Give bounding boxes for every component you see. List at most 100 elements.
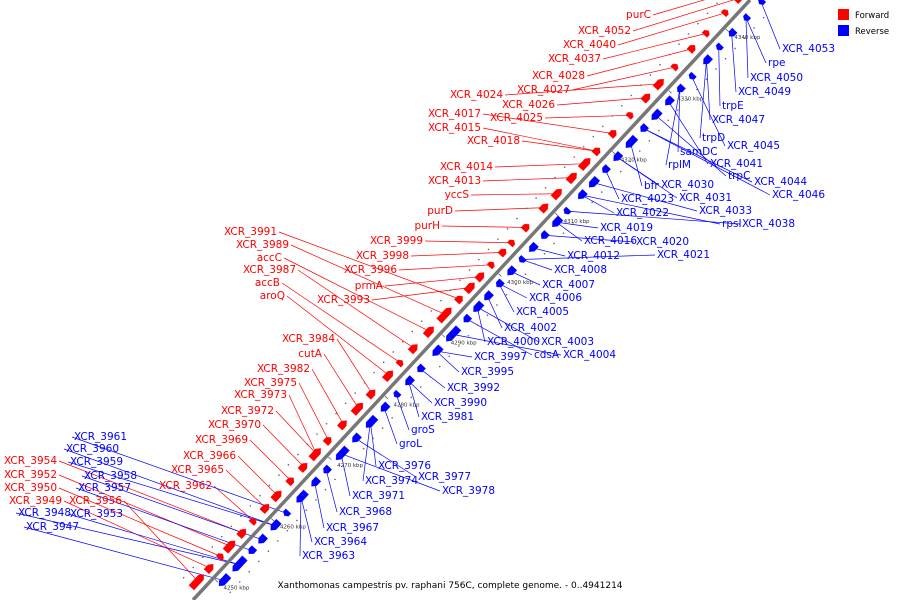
gene-label-xcr-3969[interactable]: XCR_3969 [195,434,248,446]
reverse-gene[interactable] [613,150,624,162]
reverse-gene[interactable] [473,300,485,312]
reverse-gene[interactable] [677,83,686,93]
gene-label-xcr-3976[interactable]: XCR_3976 [378,460,431,472]
gene-label-accc[interactable]: accC [257,252,282,264]
gene-label-xcr-4047[interactable]: XCR_4047 [712,114,765,126]
gene-label-xcr-3954[interactable]: XCR_3954 [4,455,57,467]
gene-label-xcr-4025[interactable]: XCR_4025 [490,112,543,124]
gene-label-xcr-4000[interactable]: XCR_4000 [487,336,540,348]
gene-label-xcr-3956[interactable]: XCR_3956 [69,495,122,507]
gene-label-purc[interactable]: purC [626,9,651,21]
forward-gene[interactable] [686,45,696,54]
gene-label-xcr-3953[interactable]: XCR_3953 [70,508,123,520]
reverse-gene[interactable] [258,533,269,544]
reverse-gene[interactable] [296,489,309,503]
forward-gene[interactable] [285,477,295,487]
reverse-gene[interactable] [552,215,564,227]
gene-label-xcr-4050[interactable]: XCR_4050 [750,72,803,84]
forward-gene[interactable] [188,574,204,591]
forward-gene[interactable] [422,326,434,339]
reverse-gene[interactable] [518,254,527,263]
gene-label-xcr-4004[interactable]: XCR_4004 [563,349,616,361]
gene-label-xcr-4018[interactable]: XCR_4018 [467,135,520,147]
forward-gene[interactable] [322,437,332,446]
gene-label-xcr-4037[interactable]: XCR_4037 [548,53,601,65]
forward-gene[interactable] [215,553,224,561]
gene-label-xcr-3959[interactable]: XCR_3959 [70,456,123,468]
forward-gene[interactable] [577,158,591,172]
forward-gene[interactable] [259,503,270,515]
gene-label-xcr-3964[interactable]: XCR_3964 [314,536,367,548]
gene-label-xcr-3989[interactable]: XCR_3989 [236,239,289,251]
gene-label-xcr-4052[interactable]: XCR_4052 [578,25,631,37]
gene-label-xcr-3998[interactable]: XCR_3998 [356,250,409,262]
gene-label-xcr-4014[interactable]: XCR_4014 [440,161,493,173]
gene-label-xcr-3960[interactable]: XCR_3960 [66,443,119,455]
gene-label-xcr-4022[interactable]: XCR_4022 [616,207,669,219]
gene-label-xcr-3997[interactable]: XCR_3997 [474,351,527,363]
gene-label-xcr-3993[interactable]: XCR_3993 [317,294,370,306]
reverse-gene[interactable] [743,13,752,21]
forward-gene[interactable] [733,0,743,5]
forward-gene[interactable] [336,420,347,431]
gene-label-xcr-3965[interactable]: XCR_3965 [171,464,224,476]
reverse-gene[interactable] [728,27,738,37]
gene-label-cuta[interactable]: cutA [298,348,323,360]
gene-label-xcr-4046[interactable]: XCR_4046 [772,189,825,201]
reverse-gene[interactable] [335,445,350,461]
forward-gene[interactable] [365,389,376,400]
gene-label-xcr-4007[interactable]: XCR_4007 [542,279,595,291]
reverse-gene[interactable] [665,95,675,106]
gene-label-xcr-4040[interactable]: XCR_4040 [563,39,616,51]
reverse-gene[interactable] [688,71,697,80]
gene-label-xcr-3968[interactable]: XCR_3968 [339,506,392,518]
gene-label-xcr-3957[interactable]: XCR_3957 [78,482,131,494]
gene-label-xcr-3975[interactable]: XCR_3975 [244,377,297,389]
forward-gene[interactable] [565,172,577,185]
forward-gene[interactable] [436,307,452,324]
gene-label-xcr-4005[interactable]: XCR_4005 [516,306,569,318]
reverse-gene[interactable] [715,42,724,51]
reverse-gene[interactable] [640,123,650,132]
gene-label-xcr-3970[interactable]: XCR_3970 [208,419,261,431]
gene-label-xcr-3952[interactable]: XCR_3952 [4,469,57,481]
gene-label-xcr-4049[interactable]: XCR_4049 [738,86,791,98]
reverse-gene[interactable] [463,313,473,323]
gene-label-xcr-4044[interactable]: XCR_4044 [754,176,807,188]
forward-gene[interactable] [203,564,214,575]
forward-gene[interactable] [395,359,404,368]
forward-gene[interactable] [701,29,710,38]
gene-label-yccs[interactable]: yccS [445,189,470,201]
gene-label-xcr-3987[interactable]: XCR_3987 [243,264,296,276]
gene-label-accb[interactable]: accB [255,277,280,289]
gene-label-xcr-4006[interactable]: XCR_4006 [529,292,582,304]
gene-label-xcr-4026[interactable]: XCR_4026 [502,99,555,111]
gene-label-aroq[interactable]: aroQ [260,290,285,302]
forward-gene[interactable] [308,448,321,462]
reverse-gene[interactable] [380,401,391,412]
gene-label-xcr-4027[interactable]: XCR_4027 [517,84,570,96]
reverse-gene[interactable] [446,325,462,342]
forward-gene[interactable] [486,261,495,270]
gene-label-purh[interactable]: purH [414,220,440,232]
gene-label-xcr-3972[interactable]: XCR_3972 [221,405,274,417]
reverse-gene[interactable] [218,573,232,587]
gene-label-xcr-4019[interactable]: XCR_4019 [600,222,653,234]
reverse-gene[interactable] [496,278,505,288]
reverse-gene[interactable] [758,0,767,5]
gene-label-xcr-4017[interactable]: XCR_4017 [428,108,481,120]
gene-label-gros[interactable]: groS [411,424,435,436]
forward-gene[interactable] [381,370,394,383]
reverse-gene[interactable] [393,389,402,398]
reverse-gene[interactable] [540,230,550,239]
gene-label-rpsi[interactable]: rpsI [722,218,742,230]
reverse-gene[interactable] [248,545,258,554]
gene-label-xcr-3958[interactable]: XCR_3958 [84,470,137,482]
gene-label-xcr-4013[interactable]: XCR_4013 [428,175,481,187]
reverse-gene[interactable] [232,555,248,572]
forward-gene[interactable] [454,295,463,305]
gene-label-xcr-4002[interactable]: XCR_4002 [504,322,557,334]
reverse-gene[interactable] [432,344,444,356]
gene-label-xcr-3966[interactable]: XCR_3966 [183,450,236,462]
forward-gene[interactable] [222,540,236,554]
